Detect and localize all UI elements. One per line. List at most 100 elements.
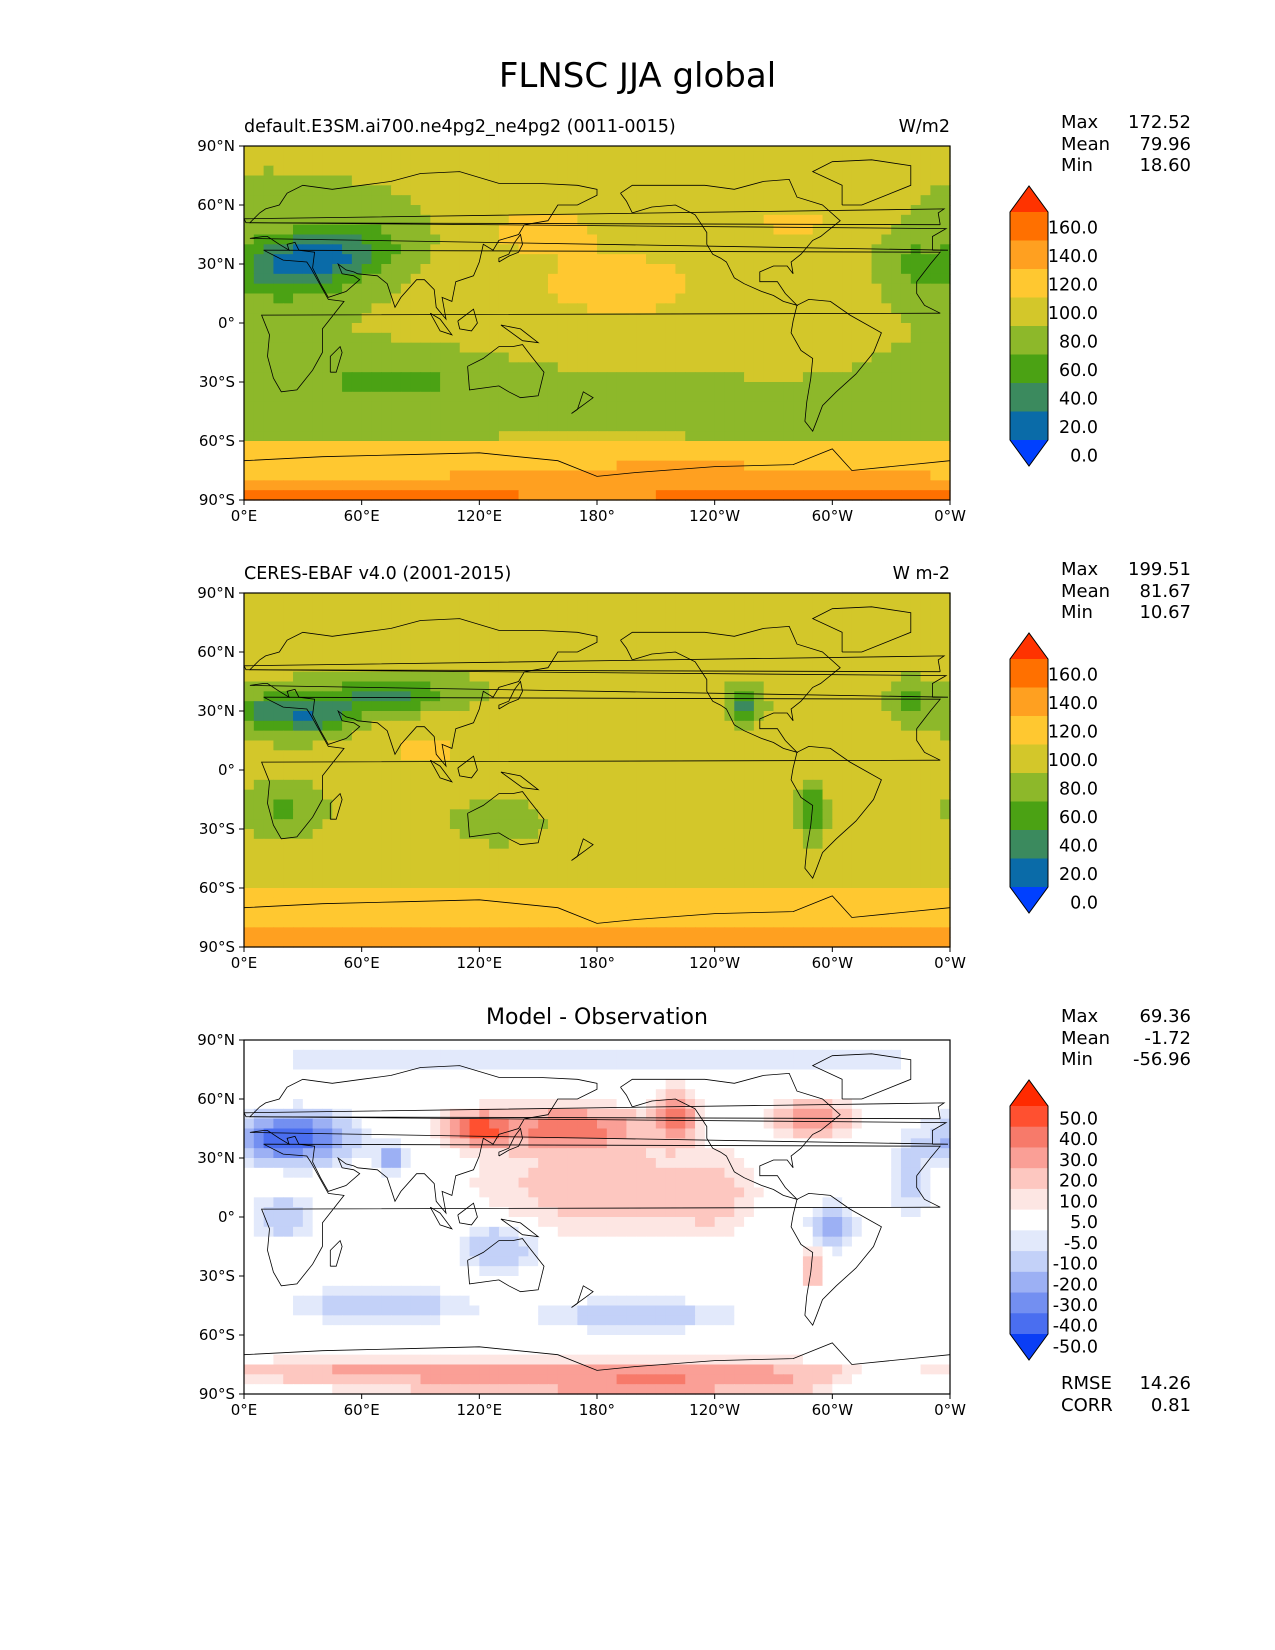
map-cell [283, 897, 294, 909]
map-cell [871, 878, 882, 889]
map-cell [802, 332, 814, 344]
map-cell [430, 391, 441, 403]
map-cell [832, 701, 843, 712]
map-cell [842, 848, 853, 860]
map-cell [351, 313, 363, 324]
map-cell [881, 185, 892, 196]
map-cell [665, 632, 677, 643]
map-cell [881, 313, 892, 324]
map-cell [253, 711, 265, 722]
map-cell [636, 362, 647, 373]
map-cell [351, 750, 363, 761]
map-cell [920, 829, 931, 840]
map-cell [930, 214, 941, 226]
map-cell [587, 701, 598, 712]
map-cell [293, 622, 304, 633]
map-cell [606, 146, 618, 157]
colorbar-label: 120.0 [1048, 276, 1098, 296]
map-cell [881, 205, 892, 216]
map-cell [391, 671, 402, 683]
map-cell [685, 224, 696, 236]
map-cell [440, 224, 451, 236]
map-cell [783, 372, 794, 383]
map-cell [812, 770, 824, 781]
map-cell [342, 720, 353, 732]
map-cell [283, 789, 294, 801]
map-cell [518, 848, 529, 860]
map-cell [449, 155, 461, 167]
map-cell [557, 691, 569, 702]
map-cell [704, 283, 716, 295]
map-cell [263, 612, 275, 624]
map-cell [508, 602, 520, 614]
map-cell [263, 593, 275, 604]
map-cell [528, 372, 539, 383]
map-cell [822, 391, 833, 403]
map-cell [753, 819, 765, 830]
map-cell [822, 362, 833, 373]
map-cell [489, 244, 500, 255]
map-cell [842, 214, 853, 226]
map-cell [724, 740, 735, 751]
map-cell [538, 244, 549, 255]
map-cell [273, 789, 284, 801]
map-cell [900, 352, 912, 363]
map-cell [734, 770, 745, 781]
map-cell [910, 897, 922, 909]
map-cell [283, 770, 294, 781]
map-cell [577, 779, 588, 791]
map-cell [616, 897, 628, 909]
map-cell [734, 165, 745, 177]
map-cell [714, 254, 726, 265]
map-cell [361, 740, 373, 751]
map-cell [302, 612, 314, 624]
map-cell [351, 431, 363, 442]
map-cell [842, 283, 853, 295]
map-cell [410, 450, 422, 462]
map-cell [616, 711, 628, 722]
y-tick-label: 30°S [199, 373, 235, 391]
map-cell [881, 730, 892, 742]
map-cell [489, 332, 500, 344]
coastline [429, 312, 453, 336]
map-cell [351, 593, 363, 604]
map-cell [606, 401, 618, 413]
map-cell [695, 234, 706, 245]
map-cell [273, 661, 284, 673]
map-cell [793, 450, 804, 462]
map-cell [498, 652, 510, 663]
map-cell [518, 332, 529, 344]
map-cell [685, 214, 696, 226]
map-cell [391, 789, 402, 801]
map-cell [263, 185, 275, 196]
map-cell [508, 441, 520, 452]
map-cell [802, 205, 814, 216]
map-cell [793, 303, 804, 314]
map-cell [410, 362, 422, 373]
map-cell [440, 730, 451, 742]
map-cell [881, 293, 892, 304]
map-cell [371, 421, 382, 432]
map-cell [430, 205, 441, 216]
map-cell [293, 372, 304, 383]
map-cell [508, 205, 520, 216]
map-cell [851, 224, 863, 236]
map-cell [400, 642, 412, 653]
map-cell [587, 372, 598, 383]
map-cell [724, 858, 735, 869]
map-cell [273, 313, 284, 324]
map-cell [253, 273, 265, 285]
map-cell [626, 799, 637, 810]
map-cell [763, 264, 775, 275]
map-cell [361, 382, 373, 393]
map-cell [302, 888, 314, 899]
map-cell [704, 730, 716, 742]
map-cell [263, 711, 275, 722]
map-cell [714, 185, 726, 196]
map-cell [547, 868, 559, 879]
map-cell [793, 750, 804, 761]
map-cell [636, 779, 647, 791]
map-cell [410, 593, 422, 604]
map-cell [802, 401, 814, 413]
map-cell [391, 273, 402, 285]
